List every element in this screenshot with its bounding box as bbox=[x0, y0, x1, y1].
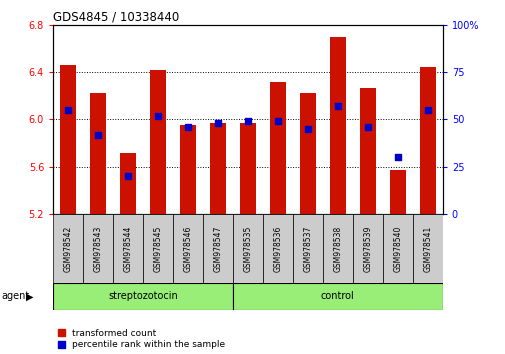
Legend: transformed count, percentile rank within the sample: transformed count, percentile rank withi… bbox=[58, 329, 225, 349]
Bar bbox=[329, 36, 345, 214]
Text: GSM978541: GSM978541 bbox=[422, 225, 431, 272]
Bar bbox=[60, 65, 76, 214]
Text: GSM978547: GSM978547 bbox=[213, 225, 222, 272]
Text: GSM978536: GSM978536 bbox=[273, 225, 282, 272]
Text: GSM978538: GSM978538 bbox=[333, 225, 342, 272]
Text: GSM978543: GSM978543 bbox=[93, 225, 103, 272]
Point bbox=[423, 107, 431, 113]
Text: ▶: ▶ bbox=[26, 291, 34, 302]
Bar bbox=[209, 123, 226, 214]
Text: GSM978539: GSM978539 bbox=[363, 225, 372, 272]
Point bbox=[124, 173, 132, 179]
Bar bbox=[232, 214, 263, 283]
Point bbox=[243, 119, 251, 124]
Point bbox=[273, 119, 281, 124]
Bar bbox=[179, 125, 196, 214]
Text: GSM978544: GSM978544 bbox=[123, 225, 132, 272]
Bar bbox=[359, 87, 375, 214]
Point bbox=[184, 124, 192, 130]
Bar bbox=[53, 283, 232, 310]
Text: GSM978540: GSM978540 bbox=[392, 225, 401, 272]
Bar bbox=[143, 214, 173, 283]
Text: GSM978537: GSM978537 bbox=[303, 225, 312, 272]
Point bbox=[64, 107, 72, 113]
Bar bbox=[419, 67, 435, 214]
Bar bbox=[352, 214, 382, 283]
Bar bbox=[53, 214, 83, 283]
Bar bbox=[203, 214, 232, 283]
Bar bbox=[269, 81, 286, 214]
Point bbox=[154, 113, 162, 119]
Text: control: control bbox=[320, 291, 354, 302]
Text: GSM978535: GSM978535 bbox=[243, 225, 252, 272]
Bar bbox=[322, 214, 352, 283]
Point bbox=[303, 126, 311, 132]
Bar bbox=[382, 214, 412, 283]
Bar bbox=[113, 214, 143, 283]
Bar bbox=[149, 70, 166, 214]
Point bbox=[363, 124, 371, 130]
Bar bbox=[389, 170, 405, 214]
Bar bbox=[239, 123, 256, 214]
Text: GSM978545: GSM978545 bbox=[153, 225, 162, 272]
Point bbox=[214, 120, 222, 126]
Text: agent: agent bbox=[1, 291, 29, 302]
Bar bbox=[412, 214, 442, 283]
Text: GSM978542: GSM978542 bbox=[64, 225, 73, 272]
Bar bbox=[120, 153, 136, 214]
Bar bbox=[299, 93, 316, 214]
Text: streptozotocin: streptozotocin bbox=[108, 291, 178, 302]
Bar bbox=[90, 93, 106, 214]
Bar bbox=[232, 283, 442, 310]
Bar bbox=[292, 214, 322, 283]
Point bbox=[393, 154, 401, 160]
Point bbox=[94, 132, 102, 137]
Bar bbox=[83, 214, 113, 283]
Point bbox=[333, 103, 341, 109]
Bar bbox=[263, 214, 292, 283]
Text: GDS4845 / 10338440: GDS4845 / 10338440 bbox=[53, 11, 179, 24]
Text: GSM978546: GSM978546 bbox=[183, 225, 192, 272]
Bar bbox=[173, 214, 203, 283]
